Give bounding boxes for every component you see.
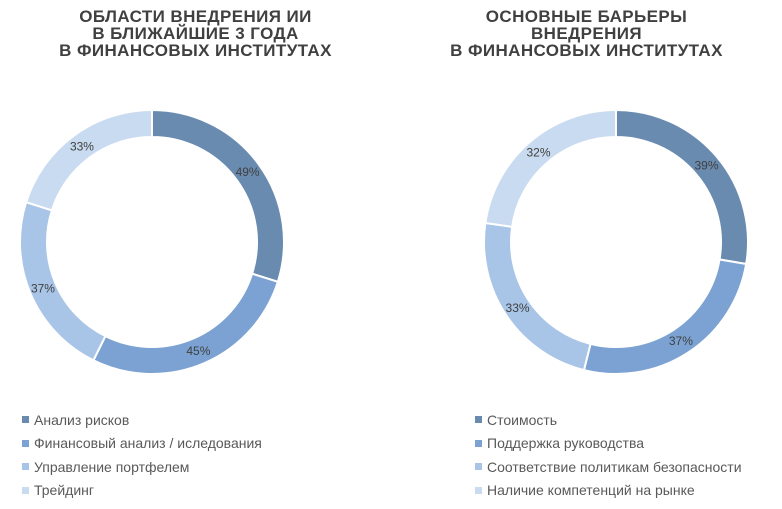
left-donut-chart: 49% 45% 37% 33% — [19, 108, 285, 375]
legend-swatch — [475, 486, 482, 494]
right-chart-title: ОСНОВНЫЕ БАРЬЕРЫ ВНЕДРЕНИЯ В ФИНАНСОВЫХ … — [391, 8, 782, 59]
legend-label: Наличие компетенций на рынке — [487, 482, 695, 499]
left-donut-slice-4 — [24, 108, 153, 212]
left-chart-legend: Анализ рисков Финансовый анализ / иследо… — [22, 408, 262, 502]
legend-swatch — [475, 439, 482, 447]
right-donut-slice-1 — [615, 108, 749, 266]
right-chart-legend: Стоимость Поддержка руководства Соответс… — [475, 408, 742, 502]
legend-swatch — [475, 463, 482, 471]
left-title-line-3: В ФИНАНСОВЫХ ИНСТИТУТАХ — [59, 41, 332, 60]
legend-label: Трейдинг — [34, 482, 94, 499]
left-slice-label-3: 37% — [31, 281, 55, 295]
right-slice-label-2: 37% — [669, 334, 693, 348]
legend-swatch — [22, 486, 29, 494]
legend-label: Управление портфелем — [34, 458, 190, 475]
legend-item: Управление портфелем — [22, 455, 262, 479]
legend-item: Соответствие политикам безопасности — [475, 455, 742, 479]
legend-label: Анализ рисков — [34, 411, 130, 428]
legend-swatch — [22, 439, 29, 447]
legend-label: Поддержка руководства — [487, 435, 645, 452]
right-slice-label-1: 39% — [694, 158, 718, 172]
legend-item: Трейдинг — [22, 479, 262, 503]
right-donut-chart: 39% 37% 33% 32% — [483, 108, 749, 375]
right-title-line-2: ВНЕДРЕНИЯ — [531, 24, 642, 43]
legend-swatch — [22, 416, 29, 424]
left-title-line-1: ОБЛАСТИ ВНЕДРЕНИЯ ИИ — [79, 7, 312, 26]
left-slice-label-4: 33% — [70, 139, 94, 153]
right-title-line-1: ОСНОВНЫЕ БАРЬЕРЫ — [485, 7, 688, 26]
right-title-line-3: В ФИНАНСОВЫХ ИНСТИТУТАХ — [450, 41, 723, 60]
right-slice-label-3: 33% — [506, 301, 530, 315]
legend-label: Соответствие политикам безопасности — [487, 458, 742, 475]
legend-label: Финансовый анализ / иследования — [34, 435, 262, 452]
left-slice-label-1: 49% — [236, 165, 260, 179]
left-title-line-2: В БЛИЖАЙШИЕ 3 ГОДА — [92, 24, 299, 43]
right-slice-label-4: 32% — [526, 145, 550, 159]
left-donut-slice-2 — [92, 272, 280, 375]
legend-item: Поддержка руководства — [475, 432, 742, 456]
right-chart-panel: ОСНОВНЫЕ БАРЬЕРЫ ВНЕДРЕНИЯ В ФИНАНСОВЫХ … — [391, 0, 782, 509]
right-donut-slice-2 — [582, 258, 748, 375]
left-chart-title: ОБЛАСТИ ВНЕДРЕНИЯ ИИ В БЛИЖАЙШИЕ 3 ГОДА … — [0, 8, 391, 59]
left-slice-label-2: 45% — [186, 344, 210, 358]
legend-label: Стоимость — [487, 411, 558, 428]
right-donut-slice-3 — [483, 221, 592, 372]
legend-item: Финансовый анализ / иследования — [22, 432, 262, 456]
legend-item: Анализ рисков — [22, 408, 262, 432]
legend-swatch — [22, 463, 29, 471]
legend-swatch — [475, 416, 482, 424]
left-donut-slice-1 — [151, 108, 285, 284]
left-chart-panel: ОБЛАСТИ ВНЕДРЕНИЯ ИИ В БЛИЖАЙШИЕ 3 ГОДА … — [0, 8, 391, 502]
legend-item: Наличие компетенций на рынке — [475, 479, 742, 503]
right-donut-slice-4 — [484, 108, 617, 228]
legend-item: Стоимость — [475, 408, 742, 432]
